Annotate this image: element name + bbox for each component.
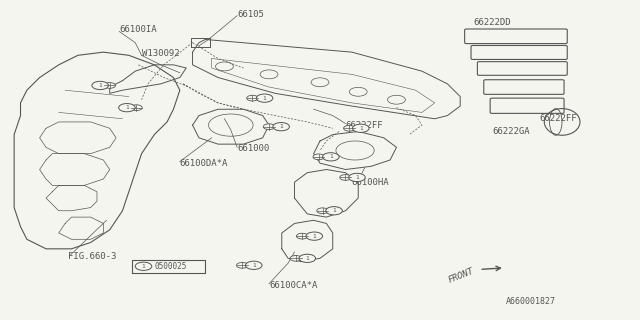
Circle shape (323, 153, 339, 161)
Circle shape (256, 94, 273, 102)
Text: 66105: 66105 (237, 10, 264, 19)
Text: 66100IA: 66100IA (119, 25, 157, 35)
Text: 1: 1 (359, 126, 363, 131)
Circle shape (340, 175, 351, 180)
Text: 1: 1 (262, 96, 266, 101)
Text: 66222DD: 66222DD (473, 18, 511, 27)
Circle shape (317, 208, 328, 214)
Text: 1: 1 (305, 256, 309, 261)
Text: 1: 1 (312, 234, 316, 239)
Text: 66100CA*A: 66100CA*A (269, 281, 317, 290)
Text: W130092: W130092 (141, 49, 179, 58)
Text: 1: 1 (125, 105, 129, 110)
Circle shape (246, 95, 258, 101)
Circle shape (135, 262, 152, 270)
Circle shape (237, 262, 248, 268)
Text: 66222FF: 66222FF (540, 114, 577, 123)
Circle shape (131, 105, 142, 110)
Circle shape (273, 123, 289, 131)
Text: A660001827: A660001827 (506, 297, 556, 306)
Circle shape (290, 255, 301, 261)
Text: 66100DA*A: 66100DA*A (180, 159, 228, 168)
Text: 1: 1 (99, 83, 102, 88)
Text: 1: 1 (332, 208, 336, 213)
Text: FIG.660-3: FIG.660-3 (68, 252, 116, 261)
Circle shape (313, 154, 324, 160)
Circle shape (246, 261, 262, 269)
Circle shape (299, 254, 316, 262)
Text: 1: 1 (252, 263, 255, 268)
Circle shape (118, 104, 135, 112)
Text: 66222FF: 66222FF (346, 121, 383, 130)
Circle shape (263, 124, 275, 130)
Circle shape (306, 232, 323, 240)
Circle shape (92, 81, 108, 90)
Circle shape (326, 207, 342, 215)
Circle shape (104, 83, 115, 88)
Text: FRONT: FRONT (447, 267, 476, 285)
Circle shape (349, 173, 365, 181)
Text: 1: 1 (355, 175, 359, 180)
Circle shape (344, 125, 355, 131)
Text: 66222GA: 66222GA (492, 127, 530, 136)
Text: 1: 1 (279, 124, 283, 129)
Circle shape (353, 124, 369, 132)
Text: 661000: 661000 (237, 144, 269, 153)
Text: 66100HA: 66100HA (352, 178, 390, 187)
Text: 1: 1 (141, 264, 145, 269)
Text: 0500025: 0500025 (154, 262, 187, 271)
Text: 1: 1 (329, 154, 333, 159)
Circle shape (296, 233, 308, 239)
